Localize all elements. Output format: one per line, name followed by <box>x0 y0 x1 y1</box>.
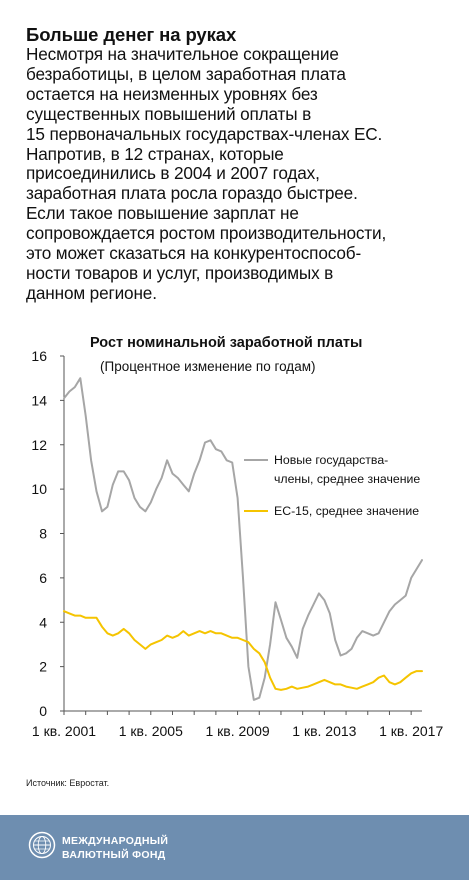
headline: Больше денег на руках <box>26 24 237 45</box>
legend-label: Новые государства-члены, среднее значени… <box>274 453 420 486</box>
imf-seal-icon <box>28 831 56 859</box>
body-line: заработная плата росла гораздо быстрее. <box>26 183 358 204</box>
y-tick-label: 16 <box>31 348 47 364</box>
y-tick-label: 6 <box>39 570 47 586</box>
body-line: Если такое повышение зарплат не <box>26 203 299 224</box>
series-line-new-members <box>63 377 423 701</box>
x-tick-label: 1 кв. 2013 <box>292 723 356 739</box>
body-line: безработицы, в целом заработная плата <box>26 63 346 84</box>
body-line: присоединились в 2004 и 2007 годах, <box>26 163 320 184</box>
chart-axes: 0 2 4 6 8 10 12 14 16 1 кв. 2001 1 кв. 2005 1 кв. 2… <box>31 348 443 739</box>
y-tick-label: 14 <box>31 392 47 408</box>
body-line: остается на неизменных уровнях без <box>26 83 318 104</box>
series-line-eu15 <box>63 610 423 691</box>
y-tick-label: 8 <box>39 526 47 542</box>
body-line: данном регионе. <box>26 282 157 303</box>
chart-subtitle: (Процентное изменение по годам) <box>100 359 315 374</box>
chart-series <box>63 377 423 701</box>
y-tick-label: 10 <box>31 481 47 497</box>
x-tick-label: 1 кв. 2005 <box>119 723 183 739</box>
body-line: сопровождается ростом производительности… <box>26 223 387 244</box>
body-line: ности товаров и услуг, производимых в <box>26 262 334 283</box>
body-line: 15 первоначальных государствах-членах ЕС… <box>26 123 383 144</box>
chart-title-group: Рост номинальной заработной платы (Процен… <box>90 335 362 374</box>
y-tick-label: 4 <box>39 614 47 630</box>
body-line: Несмотря на значительное сокращение <box>26 44 339 64</box>
y-tick-label: 12 <box>31 437 47 453</box>
chart-title: Рост номинальной заработной платы <box>90 335 362 351</box>
org-name-line1: МЕЖДУНАРОДНЫЙ <box>62 835 169 847</box>
chart-legend: Новые государства-члены, среднее значени… <box>244 453 420 518</box>
body-line: это может сказаться на конкурентоспособ- <box>26 243 362 264</box>
y-tick-label: 2 <box>39 659 47 675</box>
footer-banner: МЕЖДУНАРОДНЫЙ ВАЛЮТНЫЙ ФОНД <box>0 815 469 880</box>
y-tick-label: 0 <box>39 703 47 719</box>
body-line: существенных повышений оплаты в <box>26 103 312 124</box>
org-name-line2: ВАЛЮТНЫЙ ФОНД <box>62 849 166 861</box>
x-tick-label: 1 кв. 2001 <box>32 723 96 739</box>
body-text: Несмотря на значительное сокращение безр… <box>26 44 466 304</box>
source-note: Источник: Евростат. <box>26 778 110 788</box>
wage-growth-chart: Рост номинальной заработной платы (Процен… <box>31 335 443 739</box>
x-tick-label: 1 кв. 2009 <box>205 723 269 739</box>
legend-label: ЕС-15, среднее значение <box>274 504 419 518</box>
org-name: МЕЖДУНАРОДНЫЙ ВАЛЮТНЫЙ ФОНД <box>62 834 168 862</box>
x-tick-label: 1 кв. 2017 <box>379 723 443 739</box>
body-line: Напротив, в 12 странах, которые <box>26 143 284 164</box>
